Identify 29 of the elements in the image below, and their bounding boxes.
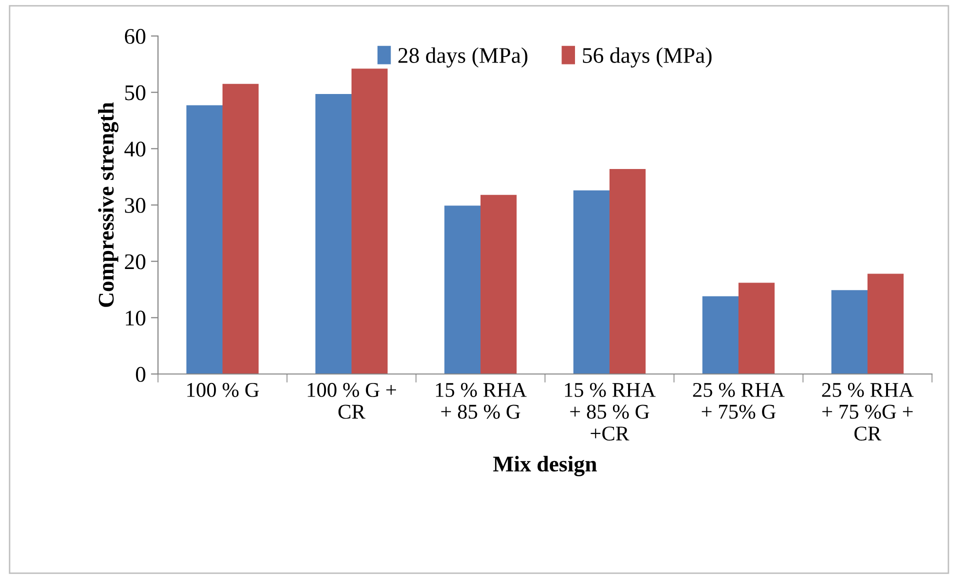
- x-tick-label: 15 % RHA + 85 % G: [436, 382, 527, 419]
- y-tick-label: 30: [125, 198, 146, 213]
- bar: [480, 194, 517, 374]
- x-axis-title: Mix design: [493, 456, 597, 476]
- bar: [573, 190, 610, 374]
- bar: [868, 274, 904, 374]
- bar: [702, 296, 738, 374]
- bar: [831, 290, 868, 374]
- y-tick-label: 40: [124, 142, 146, 157]
- legend-label: 56 days (MPa): [582, 47, 712, 68]
- bar: [352, 68, 388, 374]
- bar: [186, 105, 222, 374]
- legend-label: 28 days (MPa): [398, 47, 528, 68]
- bar: [222, 84, 259, 374]
- y-tick-label: 0: [136, 366, 146, 382]
- y-tick-label: 60: [124, 28, 146, 44]
- x-tick-label: 25 % RHA + 75% G: [693, 382, 785, 419]
- x-tick-label: 15 % RHA + 85 % G +CR: [565, 382, 656, 441]
- bar: [738, 282, 775, 374]
- x-tick-label: 25 % RHA + 75 %G + CR: [822, 382, 914, 441]
- y-tick-label: 50: [125, 85, 146, 100]
- y-axis-title: Compressive strength: [98, 102, 118, 307]
- bar: [444, 206, 480, 374]
- bar: [610, 168, 646, 374]
- bar: [315, 94, 352, 374]
- y-tick-label: 20: [124, 254, 146, 270]
- x-tick-label: 100 % G: [187, 382, 259, 398]
- y-tick-label: 10: [126, 310, 146, 326]
- x-tick-label: 100 % G + CR: [308, 382, 396, 419]
